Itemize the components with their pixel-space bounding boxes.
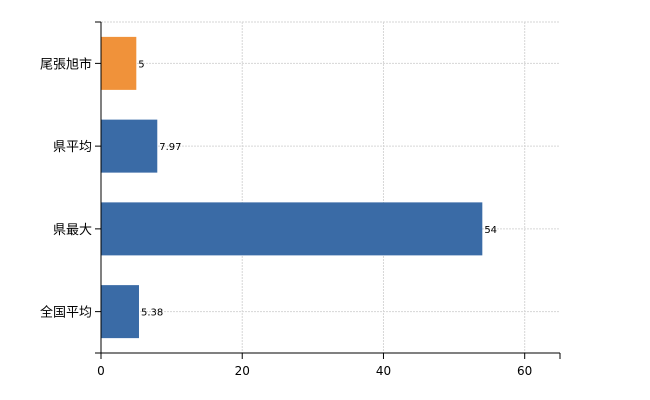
value-label-2: 54 bbox=[484, 225, 497, 236]
category-label-1: 県平均 bbox=[53, 140, 92, 155]
x-tick-label-3: 60 bbox=[517, 364, 532, 378]
value-label-1: 7.97 bbox=[159, 142, 181, 153]
category-label-0: 尾張旭市 bbox=[40, 56, 92, 72]
grid-layer bbox=[101, 21, 560, 353]
category-label-3: 全国平均 bbox=[40, 305, 92, 321]
bar-2 bbox=[101, 202, 483, 256]
bar-0 bbox=[101, 36, 137, 90]
value-label-0: 5 bbox=[138, 59, 144, 70]
x-tick-label-0: 0 bbox=[97, 364, 105, 378]
value-label-3: 5.38 bbox=[141, 308, 163, 319]
bar-3 bbox=[101, 285, 139, 339]
category-label-2: 県最大 bbox=[53, 223, 92, 238]
bar-1 bbox=[101, 119, 158, 173]
axis-layer bbox=[95, 21, 561, 359]
bar-layer bbox=[101, 36, 483, 339]
x-tick-label-1: 20 bbox=[235, 364, 250, 378]
x-tick-label-2: 40 bbox=[376, 364, 391, 378]
